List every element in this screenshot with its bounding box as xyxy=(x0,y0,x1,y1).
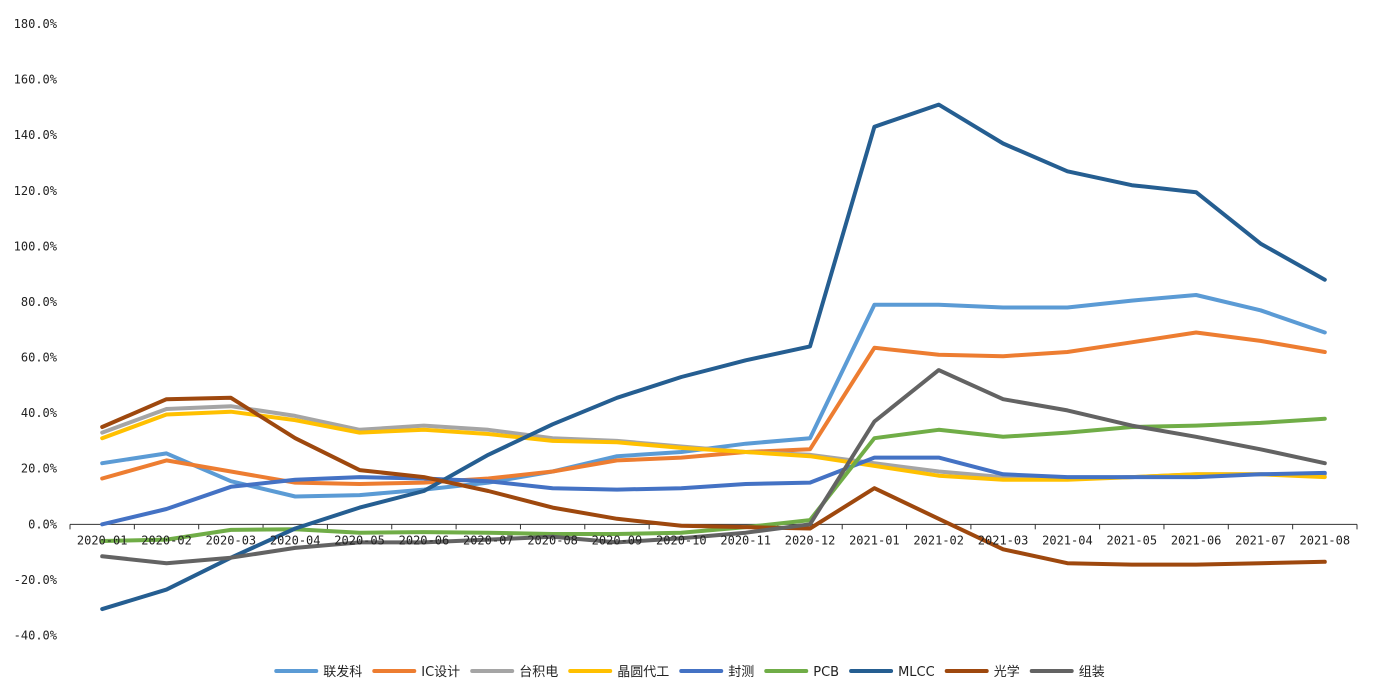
legend: 联发科 IC设计 台积电 晶圆代工 封测 PCB MLCC 光学 组装 xyxy=(274,664,1105,680)
x-tick-label: 2021-01 xyxy=(849,533,900,547)
legend-label: 晶圆代工 xyxy=(617,665,669,680)
legend-item: 光学 xyxy=(944,664,1020,680)
x-tick-label: 2021-03 xyxy=(978,533,1029,547)
x-tick-label: 2020-01 xyxy=(77,533,128,547)
legend-item: 台积电 xyxy=(470,665,558,680)
x-tick-label: 2020-09 xyxy=(592,533,643,547)
y-tick-label: 20.0% xyxy=(21,462,58,476)
series-line xyxy=(100,330,1327,486)
x-tick-label: 2021-04 xyxy=(1042,533,1093,547)
y-tick-label: -40.0% xyxy=(14,629,58,643)
y-tick-label: 120.0% xyxy=(14,184,58,198)
x-tick-label: 2020-08 xyxy=(527,533,578,547)
x-tick-label: 2020-04 xyxy=(270,533,321,547)
y-tick-label: 140.0% xyxy=(14,128,58,142)
x-axis-tick-labels: 2020-01 2020-02 2020-03 2020-04 2020-05 2020-… xyxy=(77,533,1350,547)
y-tick-label: 0.0% xyxy=(28,517,58,531)
y-axis-tick-labels: 180.0% 160.0% 140.0% 120.0% 100.0% 80.0% 60.0%… xyxy=(14,17,58,643)
y-tick-label: 160.0% xyxy=(14,73,58,87)
x-tick-label: 2020-11 xyxy=(720,533,771,547)
series-line xyxy=(100,409,1327,482)
y-tick-label: 60.0% xyxy=(21,351,58,365)
x-tick-label: 2021-02 xyxy=(913,533,964,547)
y-tick-label: 100.0% xyxy=(14,239,58,253)
x-tick-label: 2020-02 xyxy=(141,533,192,547)
legend-item: 晶圆代工 xyxy=(568,665,669,680)
x-tick-label: 2020-03 xyxy=(206,533,257,547)
x-tick-label: 2021-05 xyxy=(1106,533,1157,547)
x-tick-label: 2021-08 xyxy=(1300,533,1351,547)
x-tick-label: 2020-12 xyxy=(785,533,836,547)
legend-item: MLCC xyxy=(849,665,935,680)
legend-label: PCB xyxy=(813,665,839,680)
y-tick-label: 80.0% xyxy=(21,295,58,309)
series-line xyxy=(100,293,1327,499)
legend-item: 联发科 xyxy=(274,664,362,680)
x-tick-label: 2021-07 xyxy=(1235,533,1286,547)
legend-label: 联发科 xyxy=(323,664,362,680)
legend-label: 组装 xyxy=(1079,665,1105,680)
legend-label: 光学 xyxy=(994,664,1020,680)
legend-item: 组装 xyxy=(1029,665,1105,680)
x-tick-label: 2020-07 xyxy=(463,533,514,547)
series-line xyxy=(100,455,1327,527)
legend-item: 封测 xyxy=(679,665,754,680)
legend-label: 封测 xyxy=(728,665,754,680)
legend-label: IC设计 xyxy=(421,665,460,680)
x-tick-label: 2021-06 xyxy=(1171,533,1222,547)
x-tick-label: 2020-10 xyxy=(656,533,707,547)
legend-label: MLCC xyxy=(898,665,935,680)
y-tick-label: 180.0% xyxy=(14,17,58,31)
series-line xyxy=(100,368,1327,566)
legend-item: IC设计 xyxy=(372,665,460,680)
series-line xyxy=(100,416,1327,543)
x-tick-label: 2020-06 xyxy=(399,533,450,547)
series-line xyxy=(100,102,1327,612)
series-lines xyxy=(100,102,1327,612)
x-tick-label: 2020-05 xyxy=(334,533,385,547)
series-line xyxy=(100,395,1327,567)
legend-label: 台积电 xyxy=(519,665,558,680)
y-tick-label: 40.0% xyxy=(21,406,58,420)
y-tick-label: -20.0% xyxy=(14,573,58,587)
legend-item: PCB xyxy=(764,665,839,680)
